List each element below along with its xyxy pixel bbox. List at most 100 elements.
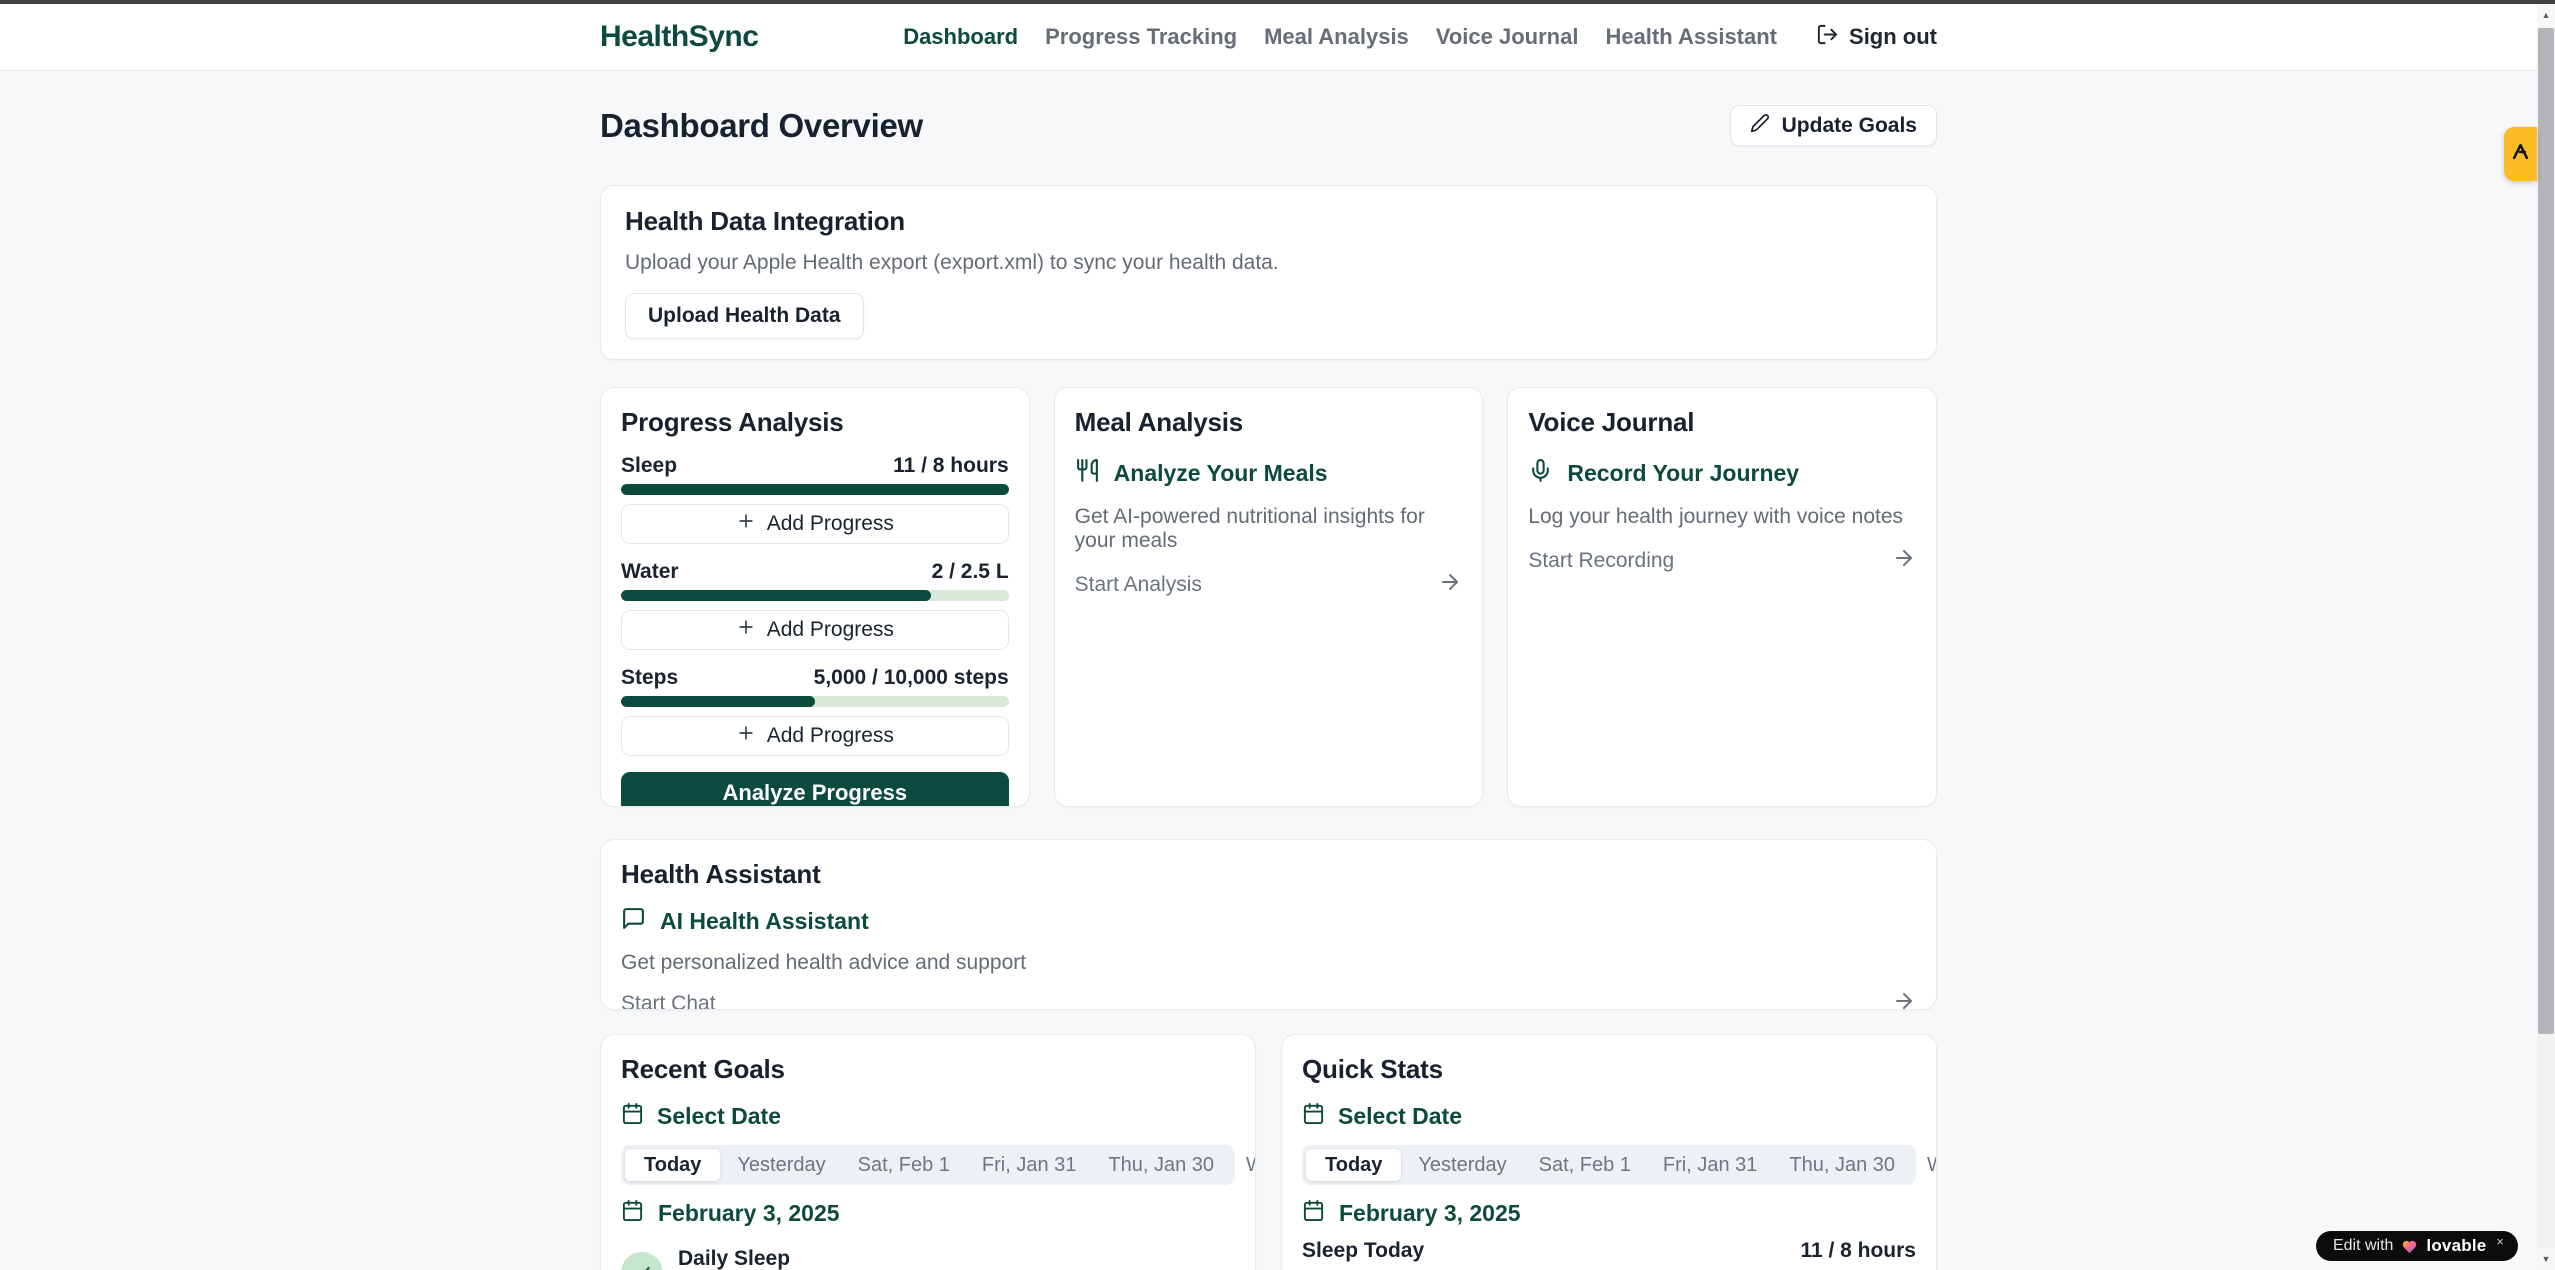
date-tab-yesterday[interactable]: Yesterday bbox=[737, 1153, 826, 1176]
add-progress-label: Add Progress bbox=[766, 618, 894, 641]
app-logo: HealthSync bbox=[600, 20, 759, 53]
metric-sleep-value: 11 / 8 hours bbox=[893, 454, 1009, 477]
health-data-integration-card: Health Data Integration Upload your Appl… bbox=[600, 185, 1937, 360]
metric-steps: Steps 5,000 / 10,000 steps Add Progress bbox=[621, 665, 1009, 756]
nav-item-meal-analysis[interactable]: Meal Analysis bbox=[1264, 24, 1409, 49]
start-analysis-action[interactable]: Start Analysis bbox=[1075, 570, 1463, 599]
water-progress-bar bbox=[621, 590, 1009, 601]
metric-steps-value: 5,000 / 10,000 steps bbox=[813, 666, 1009, 689]
voice-journal-card: Voice Journal Record Your Journey Log yo… bbox=[1507, 387, 1937, 807]
plus-icon bbox=[736, 723, 756, 749]
badge-brand: lovable bbox=[2426, 1236, 2487, 1255]
date-tab-wed-jan-29[interactable]: Wed, Jan 29 bbox=[1912, 1149, 1936, 1181]
current-date-label: February 3, 2025 bbox=[1339, 1199, 1521, 1226]
date-tab-sat-feb-1[interactable]: Sat, Feb 1 bbox=[857, 1153, 950, 1176]
heart-icon bbox=[2401, 1238, 2418, 1254]
ai-health-assistant-link[interactable]: AI Health Assistant bbox=[621, 906, 1916, 936]
sleep-today-label: Sleep Today bbox=[1302, 1239, 1425, 1262]
update-goals-label: Update Goals bbox=[1781, 113, 1917, 137]
calendar-icon bbox=[1302, 1102, 1325, 1130]
date-tab-thu-jan-30[interactable]: Thu, Jan 30 bbox=[1108, 1153, 1215, 1176]
date-tab-fri-jan-31[interactable]: Fri, Jan 31 bbox=[981, 1153, 1077, 1176]
analyze-your-meals-link[interactable]: Analyze Your Meals bbox=[1075, 458, 1463, 488]
progress-analysis-card: Progress Analysis Sleep 11 / 8 hours Add… bbox=[600, 387, 1030, 807]
scrollbar-up-arrow[interactable]: ▲ bbox=[2537, 4, 2555, 26]
assistant-description: Get personalized health advice and suppo… bbox=[621, 951, 1027, 974]
window-top-edge bbox=[0, 0, 2555, 4]
add-progress-sleep-button[interactable]: Add Progress bbox=[621, 504, 1009, 544]
edit-with-lovable-badge[interactable]: Edit with lovable × bbox=[2315, 1231, 2518, 1261]
calendar-icon bbox=[621, 1102, 644, 1130]
log-out-icon bbox=[1816, 23, 1839, 51]
nav-item-progress-tracking[interactable]: Progress Tracking bbox=[1045, 24, 1238, 49]
recent-goals-select-date[interactable]: Select Date bbox=[621, 1102, 1235, 1130]
arrow-right-icon bbox=[1892, 989, 1916, 1009]
scrollbar-thumb[interactable] bbox=[2538, 28, 2554, 1034]
metric-water-label: Water bbox=[621, 560, 679, 583]
assistant-title: Health Assistant bbox=[621, 859, 821, 889]
analyze-progress-button[interactable]: Analyze Progress bbox=[621, 772, 1009, 806]
start-analysis-label: Start Analysis bbox=[1074, 572, 1202, 596]
recent-goals-date-tabs: Today Yesterday Sat, Feb 1 Fri, Jan 31 T… bbox=[621, 1145, 1255, 1185]
scrollbar-down-arrow[interactable]: ▼ bbox=[2537, 1248, 2555, 1270]
start-chat-action[interactable]: Start Chat bbox=[621, 989, 1916, 1010]
nav-item-dashboard[interactable]: Dashboard bbox=[903, 24, 1019, 49]
upload-health-data-button[interactable]: Upload Health Data bbox=[625, 293, 864, 339]
select-date-label: Select Date bbox=[1338, 1102, 1463, 1129]
steps-progress-bar bbox=[621, 696, 1009, 707]
recent-goals-card: Recent Goals Select Date Today Yesterday… bbox=[600, 1034, 1256, 1270]
message-square-icon bbox=[621, 906, 646, 936]
meal-description: Get AI-powered nutritional insights for … bbox=[1074, 505, 1425, 552]
record-your-journey-link[interactable]: Record Your Journey bbox=[1528, 458, 1916, 488]
lovable-side-tab[interactable] bbox=[2504, 127, 2537, 181]
select-date-label: Select Date bbox=[657, 1102, 782, 1129]
goal-name: Daily Sleep bbox=[678, 1247, 791, 1270]
main-nav: Dashboard Progress Tracking Meal Analysi… bbox=[903, 23, 1937, 51]
badge-prefix: Edit with bbox=[2332, 1237, 2394, 1254]
date-tab-wed-jan-29[interactable]: Wed, Jan 29 bbox=[1231, 1149, 1255, 1181]
start-recording-action[interactable]: Start Recording bbox=[1528, 546, 1916, 575]
date-tab-thu-jan-30[interactable]: Thu, Jan 30 bbox=[1789, 1153, 1896, 1176]
update-goals-button[interactable]: Update Goals bbox=[1729, 105, 1937, 146]
page-title: Dashboard Overview bbox=[600, 106, 923, 144]
add-progress-steps-button[interactable]: Add Progress bbox=[621, 716, 1009, 756]
calendar-icon bbox=[621, 1199, 644, 1227]
calendar-icon bbox=[1302, 1199, 1325, 1227]
date-tab-today[interactable]: Today bbox=[1306, 1149, 1402, 1181]
quick-stats-card: Quick Stats Select Date Today Yesterday … bbox=[1281, 1034, 1937, 1270]
current-date-label: February 3, 2025 bbox=[658, 1199, 840, 1226]
check-circle-icon bbox=[621, 1251, 663, 1270]
recent-goals-current-date[interactable]: February 3, 2025 bbox=[621, 1199, 1235, 1227]
date-tab-yesterday[interactable]: Yesterday bbox=[1418, 1153, 1507, 1176]
quick-stats-title: Quick Stats bbox=[1302, 1054, 1443, 1084]
start-chat-label: Start Chat bbox=[621, 991, 716, 1010]
add-progress-label: Add Progress bbox=[766, 724, 894, 747]
meal-analysis-card: Meal Analysis Analyze Your Meals Get AI-… bbox=[1053, 387, 1484, 807]
start-recording-label: Start Recording bbox=[1528, 548, 1675, 572]
app-header: HealthSync Dashboard Progress Tracking M… bbox=[0, 4, 2537, 71]
add-progress-label: Add Progress bbox=[766, 512, 894, 535]
integration-title: Health Data Integration bbox=[625, 206, 905, 236]
recent-goals-title: Recent Goals bbox=[621, 1054, 785, 1084]
vertical-scrollbar[interactable]: ▲ ▼ bbox=[2537, 4, 2555, 1270]
voice-description: Log your health journey with voice notes bbox=[1528, 505, 1904, 528]
voice-title: Voice Journal bbox=[1528, 407, 1695, 437]
quick-stats-current-date[interactable]: February 3, 2025 bbox=[1302, 1199, 1916, 1227]
assistant-link-label: AI Health Assistant bbox=[660, 907, 869, 934]
nav-item-voice-journal[interactable]: Voice Journal bbox=[1435, 24, 1579, 49]
mic-icon bbox=[1528, 458, 1553, 488]
metric-steps-label: Steps bbox=[621, 666, 679, 689]
date-tab-fri-jan-31[interactable]: Fri, Jan 31 bbox=[1662, 1153, 1758, 1176]
sign-out-button[interactable]: Sign out bbox=[1816, 23, 1937, 51]
badge-close-icon[interactable]: × bbox=[2496, 1234, 2504, 1249]
integration-description: Upload your Apple Health export (export.… bbox=[625, 251, 1279, 274]
meal-title: Meal Analysis bbox=[1074, 407, 1244, 437]
add-progress-water-button[interactable]: Add Progress bbox=[621, 610, 1009, 650]
nav-item-health-assistant[interactable]: Health Assistant bbox=[1605, 24, 1778, 49]
sign-out-label: Sign out bbox=[1849, 24, 1937, 49]
pencil-icon bbox=[1750, 113, 1770, 139]
meal-link-label: Analyze Your Meals bbox=[1113, 459, 1328, 486]
date-tab-sat-feb-1[interactable]: Sat, Feb 1 bbox=[1538, 1153, 1631, 1176]
date-tab-today[interactable]: Today bbox=[625, 1149, 721, 1181]
quick-stats-select-date[interactable]: Select Date bbox=[1302, 1102, 1916, 1130]
